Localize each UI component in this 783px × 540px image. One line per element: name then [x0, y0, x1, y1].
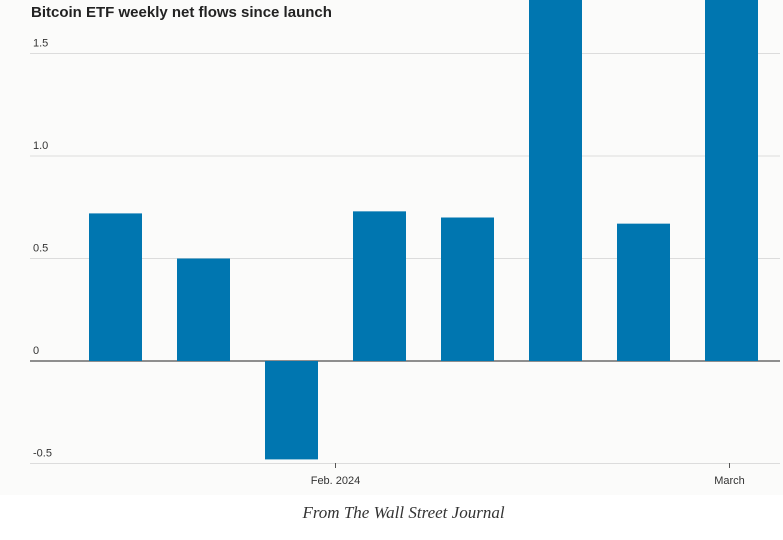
chart-title: Bitcoin ETF weekly net flows since launc… [31, 4, 332, 21]
bar [617, 223, 670, 361]
source-caption: From The Wall Street Journal [302, 503, 505, 522]
bar [529, 0, 582, 361]
bar [177, 258, 230, 361]
y-tick-label: 0.5 [33, 243, 48, 255]
bar [441, 217, 494, 361]
bar-chart: $3.0 billion2.52.01.51.00.50-0.5-1.0Feb.… [30, 0, 780, 487]
bar [353, 211, 406, 361]
y-tick-label: 1.0 [33, 140, 48, 152]
y-tick-label: -0.5 [33, 448, 52, 460]
bar [705, 0, 758, 362]
y-tick-label: 0 [33, 345, 39, 357]
x-tick-label: March [714, 475, 745, 487]
y-tick-label: 1.5 [33, 38, 48, 50]
bar [89, 213, 142, 361]
bar [265, 361, 318, 460]
x-tick-label: Feb. 2024 [311, 475, 361, 487]
